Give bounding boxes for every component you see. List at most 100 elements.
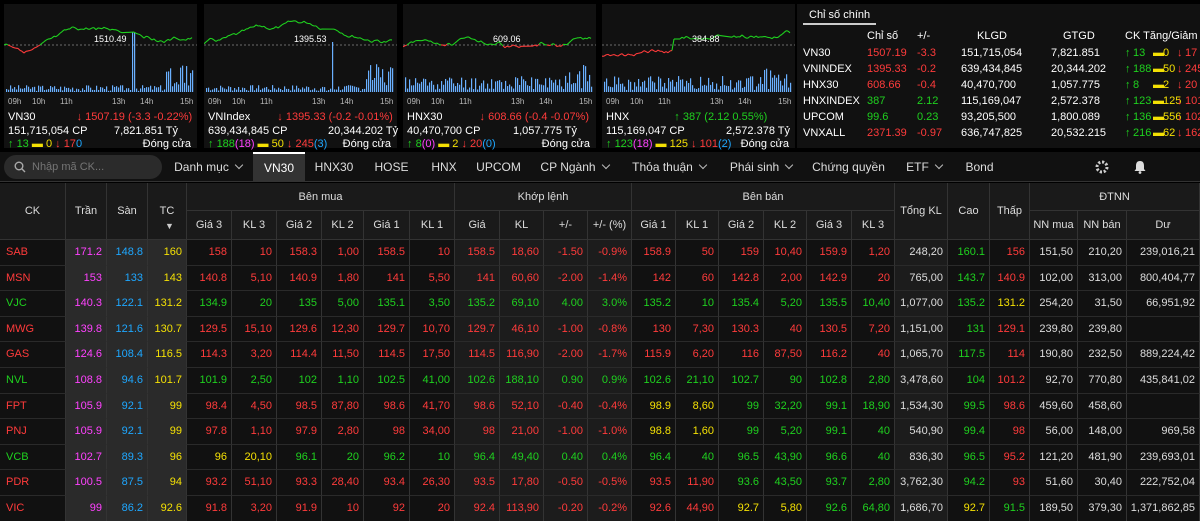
price-cell: 101.9 (187, 368, 232, 394)
volume-bar (762, 83, 764, 92)
volume-bar (362, 89, 364, 92)
advancing-count: 8 (415, 138, 422, 150)
volume-bar (230, 87, 232, 92)
declining-count: 162 (1185, 127, 1200, 139)
symbol-cell[interactable]: SAB (0, 240, 66, 266)
symbol-cell[interactable]: GAS (0, 342, 66, 368)
hnx-mini-chart[interactable]: 384.88 09h 10h 11h 13h 14h 15h HNX ↑ 387 (2.12 … (602, 4, 795, 150)
symbol-cell[interactable]: MWG (0, 316, 66, 343)
index-value-row: VNIndex ↓ 1395.33 (-0.2 -0.01%) (208, 111, 395, 123)
search-input[interactable] (32, 158, 156, 176)
price-line-segment (695, 37, 699, 40)
price-line-segment (121, 31, 135, 34)
tab-4[interactable]: HNX (421, 152, 467, 182)
tab-10[interactable]: ETF (894, 152, 954, 182)
notification-bell-icon[interactable] (1132, 159, 1148, 175)
price-line-segment (21, 50, 25, 54)
tab-main-indices[interactable]: Chỉ số chính (803, 7, 877, 25)
index-row[interactable]: VNINDEX 1395.33 -0.2 639,434,845 20,344.202 ↑… (797, 63, 1200, 79)
header-bid-sub: Giá 1 (364, 211, 410, 240)
hnx30-mini-chart[interactable]: 609.06 09h 10h 11h 13h 14h 15h HNX30 ↓ 608.66 (… (403, 4, 596, 150)
tab-label: VN30 (263, 161, 295, 175)
tab-8[interactable]: Phái sinh (719, 152, 803, 182)
volume-bar (457, 82, 459, 92)
volume-bar (700, 76, 702, 92)
price-line-segment (679, 36, 683, 40)
tab-11[interactable]: Bond (957, 152, 1002, 182)
symbol-cell[interactable]: PDR (0, 470, 66, 496)
volume-bar (784, 78, 786, 92)
index-row[interactable]: VN30 1507.19 -3.3 151,715,054 7,821.851 ↑ 13 ▬ 0… (797, 47, 1200, 63)
volume-bar (224, 88, 226, 92)
volume-bar (42, 85, 44, 92)
price-cell: 20 (852, 265, 895, 292)
price-line-segment (11, 46, 15, 49)
symbol-cell[interactable]: NVL (0, 368, 66, 394)
index-row[interactable]: VNXALL 2371.39 -0.97 636,747,825 20,532.215 ↑… (797, 127, 1200, 143)
price-line-segment (233, 33, 237, 36)
total-volume: 639,434,845 (208, 125, 270, 137)
index-row[interactable]: HNXINDEX 387 2.12 115,169,047 2,572.378 ↑ 123 ▬… (797, 95, 1200, 111)
arrow-down-icon: ↓ (52, 138, 64, 150)
price-line-segment (719, 35, 733, 38)
tab-7[interactable]: Thỏa thuận (621, 152, 717, 182)
tab-0[interactable]: Danh mục (165, 152, 251, 182)
volume-bar (114, 86, 116, 92)
price-cell: 135.1 (364, 291, 410, 317)
price-line-segment (29, 49, 33, 51)
price-cell: 21,10 (676, 368, 719, 394)
price-cell: -0.5% (588, 470, 632, 496)
symbol-cell[interactable]: PNJ (0, 419, 66, 445)
header-reference-label: TC (159, 205, 175, 217)
price-line-segment (315, 25, 319, 29)
symbol-cell[interactable]: MSN (0, 265, 66, 292)
volume-bar (782, 85, 784, 92)
price-cell: 28,40 (322, 470, 364, 496)
tab-1[interactable]: VN30 (253, 152, 305, 182)
header-high-label: Cao (958, 205, 979, 217)
tab-label: Bond (965, 160, 994, 174)
tab-2[interactable]: HNX30 (306, 152, 362, 182)
vn30-mini-chart[interactable]: 1510.49 09h 10h 11h 13h 14h 15h VN30 ↓ 1507.19 … (4, 4, 197, 150)
price-cell: 1,60 (676, 419, 719, 445)
sort-down-icon[interactable]: ▼ (165, 221, 174, 231)
price-line-segment (359, 37, 363, 40)
volume-bar (12, 88, 14, 92)
volume-bar (535, 78, 537, 92)
price-cell: 3,20 (232, 342, 277, 368)
price-line-segment (303, 20, 307, 24)
volume-bar (425, 79, 427, 92)
tab-5[interactable]: UPCOM (469, 152, 528, 182)
tab-label: HNX (431, 160, 457, 174)
symbol-cell[interactable]: VJC (0, 291, 66, 317)
time-tick-label: 10h (232, 97, 246, 106)
symbol-cell[interactable]: FPT (0, 393, 66, 420)
header-bid-sub: KL 3 (232, 211, 277, 240)
search-box[interactable] (4, 155, 162, 179)
price-cell: 105.9 (66, 419, 107, 445)
header-bid-sub: KL 2 (322, 211, 364, 240)
symbol-cell[interactable]: VIC (0, 496, 66, 521)
tab-3[interactable]: HOSE (364, 152, 419, 182)
volume-bar (531, 77, 533, 92)
header-bid-sub-label: Giá 1 (373, 219, 400, 231)
index-row[interactable]: UPCOM 99.6 0.23 93,205,500 1,800.089 ↑ 136 ▬ 556… (797, 111, 1200, 127)
ceiling-count: (18) (234, 138, 255, 150)
settings-gear-icon[interactable] (1094, 159, 1110, 175)
price-line-segment (163, 40, 167, 44)
tab-6[interactable]: CP Ngành (530, 152, 619, 182)
volume-bar (676, 81, 678, 92)
symbol-cell[interactable]: VCB (0, 444, 66, 471)
time-tick-label: 10h (32, 97, 46, 106)
price-line-segment (518, 45, 522, 48)
price-line-segment (117, 30, 121, 33)
price-line-segment (69, 26, 73, 30)
vnindex-mini-chart[interactable]: 1395.53 09h 10h 11h 13h 14h 15h VNIndex ↓ 1395.… (204, 4, 398, 150)
volume-bar (555, 79, 557, 92)
price-cell: 99.1 (807, 419, 852, 445)
index-row[interactable]: HNX30 608.66 -0.4 40,470,700 1,057.775 ↑ 8 ▬ 2 ↓ 2… (797, 79, 1200, 95)
tab-9[interactable]: Chứng quyền (805, 152, 892, 182)
price-line-segment (504, 45, 508, 49)
session-status: Đóng cửa (142, 138, 191, 150)
volume-bar (76, 88, 78, 92)
